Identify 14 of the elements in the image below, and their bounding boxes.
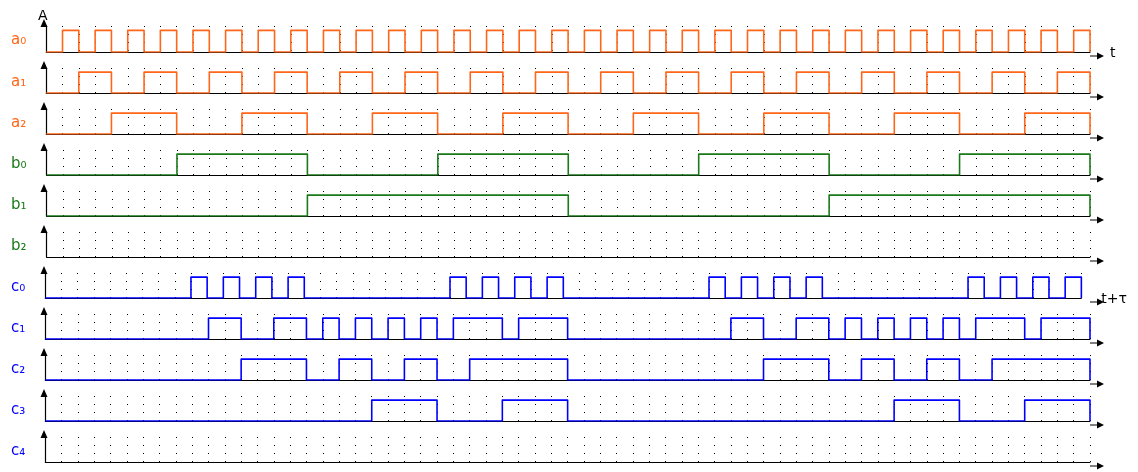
y-axis-title: a₁ — [10, 71, 27, 90]
text: A — [38, 7, 48, 23]
y-axis-title: a₂ — [10, 112, 27, 131]
y-axis-title: c₁ — [10, 317, 26, 336]
x-axis-title: t+τ — [1101, 290, 1128, 306]
y-axis-title: b₀ — [10, 153, 27, 172]
y-axis-title: b₁ — [10, 194, 27, 213]
text: c₄ — [10, 440, 26, 459]
y-axis-title: c₀ — [10, 276, 26, 295]
x-axis-title: t — [1110, 44, 1116, 60]
y-axis-title: c₃ — [10, 399, 26, 418]
text: b₂ — [10, 235, 27, 254]
y-axis-title: a₀ — [10, 30, 27, 48]
y-axis-title: c₂ — [10, 358, 26, 377]
